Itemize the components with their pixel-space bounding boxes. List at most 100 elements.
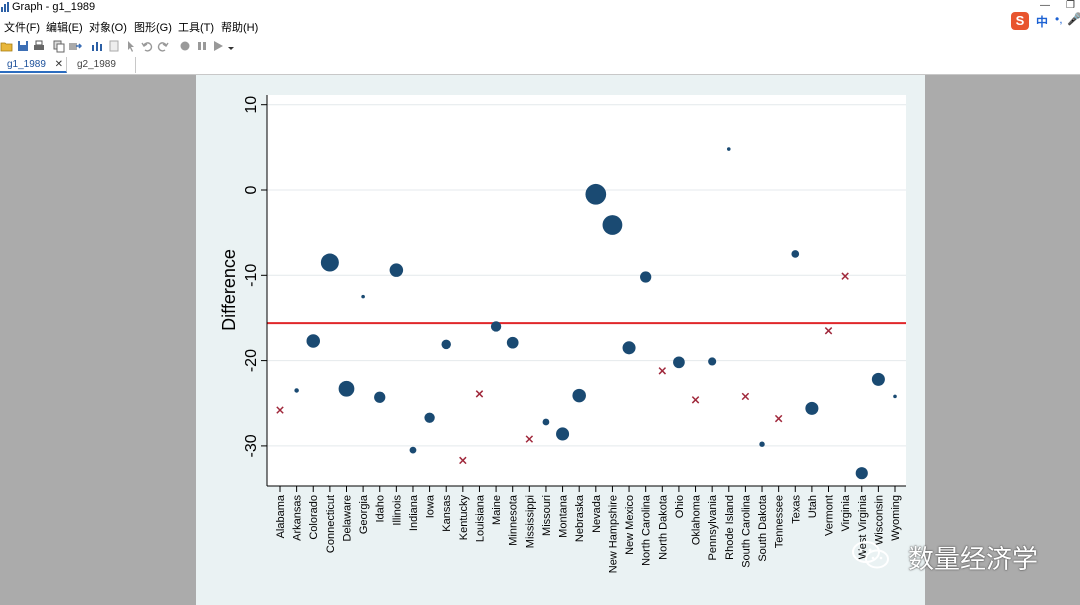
y-tick-label: 10 [243, 96, 260, 114]
window-title: Graph - g1_1989 [12, 1, 96, 13]
ime-punctuation-icon[interactable]: •, [1055, 12, 1063, 26]
x-tick-label: Connecticut [325, 495, 337, 553]
cross-stroke [824, 327, 833, 335]
x-tick-label: Indiana [408, 494, 420, 531]
save-icon[interactable] [16, 39, 30, 53]
export-icon[interactable] [68, 39, 82, 53]
wechat-watermark: 数量经济学 [850, 536, 1060, 576]
menu-bar: 文件(F) 编辑(E) 对象(O) 图形(G) 工具(T) 帮助(H) [0, 15, 1080, 36]
graph-editor-icon[interactable] [90, 39, 104, 53]
play-dropdown-icon[interactable] [225, 39, 239, 53]
ime-mode-toggle[interactable]: 中 [1036, 15, 1049, 29]
x-axis-ticks: Alabama Arkansas Colorado Connecticut Delawa… [275, 486, 902, 573]
record-icon[interactable] [178, 39, 192, 53]
x-tick-label: Delaware [341, 495, 353, 541]
y-tick-label: -30 [243, 434, 260, 457]
menu-graph[interactable]: 图形(G) [134, 22, 172, 34]
menu-edit[interactable]: 编辑(E) [46, 22, 83, 34]
undo-icon[interactable] [140, 39, 154, 53]
ime-mic-icon[interactable]: 🎤 [1067, 12, 1080, 26]
x-tick-label: Wisconsin [873, 495, 885, 545]
x-tick-label: Kansas [441, 495, 453, 532]
y-tick-label: 0 [243, 185, 260, 194]
x-tick-label: Colorado [308, 495, 320, 540]
circle-marker [791, 250, 800, 258]
circle-marker [673, 356, 685, 369]
circle-marker [622, 341, 636, 355]
play-icon[interactable] [211, 39, 225, 53]
copy-icon[interactable] [52, 39, 66, 53]
x-tick-label: South Dakota [757, 494, 769, 562]
x-tick-label: Minnesota [508, 494, 520, 546]
x-tick-label: Wyoming [890, 495, 902, 541]
x-tick-label: Alabama [275, 494, 287, 538]
tab-label: g1_1989 [7, 59, 46, 70]
circle-marker [441, 339, 451, 350]
cross-marker [741, 392, 750, 401]
x-tick-label: Oklahoma [691, 494, 703, 545]
tab-g1-1989[interactable]: g1_1989 ✕ [0, 57, 67, 73]
cross-stroke [276, 406, 284, 414]
x-tick-label: Nevada [591, 494, 603, 533]
circle-marker [855, 467, 868, 480]
tab-bar: g1_1989 ✕ g2_1989 [0, 57, 1080, 75]
cross-marker [459, 456, 467, 465]
x-tick-label: New Mexico [624, 495, 636, 555]
circle-marker [556, 427, 570, 441]
print-icon[interactable] [32, 39, 46, 53]
pause-icon[interactable] [195, 39, 209, 53]
circle-marker [585, 183, 607, 205]
cross-marker [276, 406, 284, 414]
sogou-logo-icon[interactable]: S [1011, 12, 1029, 30]
x-tick-label: Tennessee [774, 495, 786, 548]
circle-marker [389, 263, 404, 277]
tab-label: g2_1989 [77, 59, 116, 70]
close-icon[interactable]: ✕ [54, 59, 63, 70]
circle-marker [805, 401, 819, 415]
tab-g2-1989[interactable]: g2_1989 [70, 57, 136, 73]
maximize-icon[interactable]: ❐ [1066, 0, 1075, 11]
cross-marker [658, 367, 667, 375]
circle-marker [759, 441, 765, 447]
cross-stroke [691, 396, 700, 404]
x-tick-label: South Carolina [740, 494, 752, 568]
menu-object[interactable]: 对象(O) [89, 22, 127, 34]
cross-marker [774, 414, 783, 423]
menu-file[interactable]: 文件(F) [4, 22, 41, 34]
cross-stroke [741, 392, 750, 401]
circle-marker [572, 388, 586, 403]
x-tick-label: Maine [491, 495, 503, 525]
window-titlebar: Graph - g1_1989 — ❐ [0, 0, 1080, 15]
x-tick-label: Virginia [840, 494, 852, 531]
minimize-icon[interactable]: — [1040, 0, 1050, 11]
pointer-icon[interactable] [124, 39, 138, 53]
graph-canvas: 10 0 -10 -20 -30 Alabama Arkansas Colorado Conn… [196, 75, 925, 605]
plot-area [267, 95, 906, 486]
circle-marker [602, 215, 623, 235]
circle-marker [708, 357, 717, 366]
cross-stroke [475, 390, 484, 398]
menu-help[interactable]: 帮助(H) [221, 22, 259, 34]
circle-marker [490, 321, 502, 332]
x-tick-label: Texas [790, 495, 802, 524]
data-editor-icon[interactable] [107, 39, 121, 53]
x-tick-label: Vermont [824, 495, 836, 536]
x-tick-label: Idaho [375, 495, 387, 523]
x-tick-label: Montana [558, 494, 570, 538]
x-tick-label: Kentucky [458, 495, 470, 541]
x-tick-label: North Dakota [657, 494, 669, 560]
cross-stroke [525, 435, 534, 443]
x-tick-label: Pennsylvania [707, 494, 719, 560]
cross-marker [824, 327, 833, 335]
redo-icon[interactable] [156, 39, 170, 53]
x-tick-label: Louisiana [474, 494, 486, 542]
x-tick-label: New Hampshire [607, 495, 619, 573]
circle-marker [424, 412, 435, 423]
x-tick-label: Iowa [425, 494, 437, 518]
x-tick-label: Rhode Island [724, 495, 736, 560]
circle-marker [374, 391, 386, 403]
open-folder-icon[interactable] [0, 39, 14, 53]
wechat-logo-icon [852, 541, 889, 569]
data-markers [276, 147, 897, 480]
menu-tools[interactable]: 工具(T) [178, 22, 215, 34]
